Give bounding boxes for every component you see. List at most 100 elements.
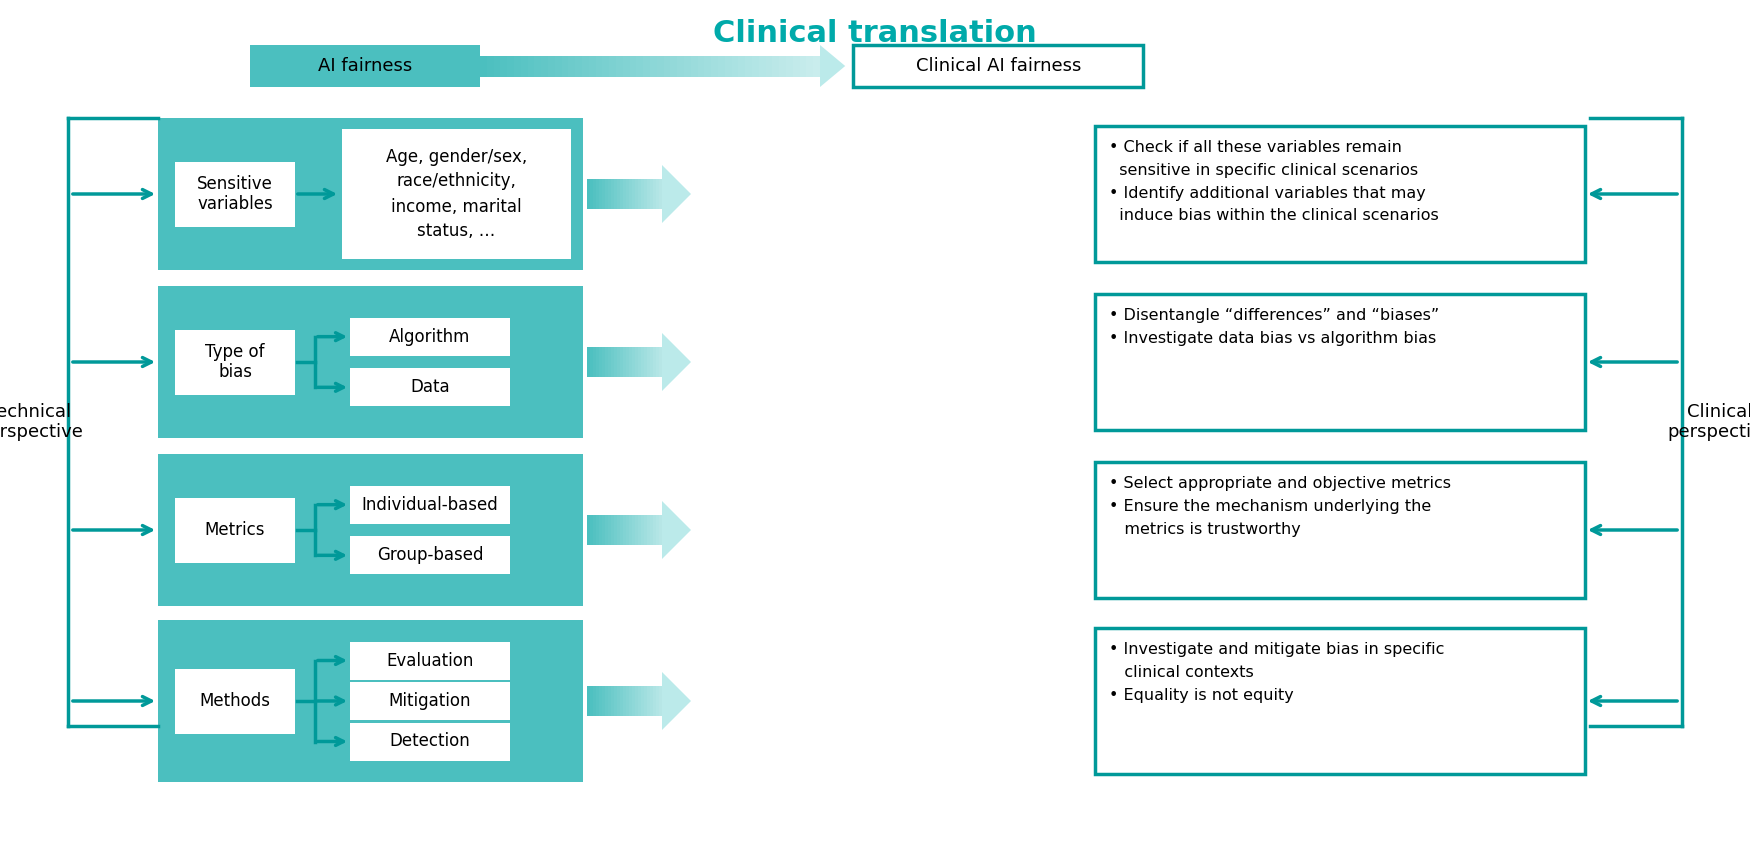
Polygon shape [662,672,691,730]
Bar [660,347,663,377]
Bar [175,329,296,394]
Bar [800,56,807,77]
Bar [635,179,639,209]
Bar [670,56,679,77]
Bar [653,179,656,209]
Bar [534,56,542,77]
Bar [175,497,296,562]
Text: • Select appropriate and objective metrics
• Ensure the mechanism underlying the: • Select appropriate and objective metri… [1110,476,1451,537]
Bar [705,56,712,77]
Bar [548,56,556,77]
Bar [350,682,509,720]
Bar [660,515,663,545]
Bar [598,179,604,209]
Bar [684,56,691,77]
Bar [793,56,800,77]
Bar [607,179,612,209]
Bar [175,161,296,226]
Bar [640,347,646,377]
Text: Clinical AI fairness: Clinical AI fairness [915,57,1082,75]
Bar [158,620,583,782]
Bar [626,347,630,377]
Bar [350,641,509,679]
Bar [660,686,663,716]
Bar [698,56,705,77]
Bar [644,686,648,716]
Text: Mitigation: Mitigation [388,692,471,710]
Bar [602,686,606,716]
Bar [623,179,626,209]
Bar [648,179,651,209]
Bar [640,179,646,209]
Bar [738,56,746,77]
Bar [598,515,604,545]
Bar [649,515,654,545]
Bar [628,515,634,545]
Text: AI fairness: AI fairness [318,57,413,75]
Polygon shape [662,501,691,559]
Bar [569,56,576,77]
Bar [597,515,600,545]
Bar [590,686,593,716]
Bar [595,56,604,77]
Text: • Investigate and mitigate bias in specific
   clinical contexts
• Equality is n: • Investigate and mitigate bias in speci… [1110,642,1444,702]
Bar [607,686,612,716]
Bar [628,347,634,377]
Bar [175,668,296,733]
Bar [616,56,623,77]
Bar [710,56,719,77]
Bar [588,56,597,77]
Bar [606,347,609,377]
Bar [602,56,611,77]
Text: Detection: Detection [390,733,471,750]
Text: • Check if all these variables remain
  sensitive in specific clinical scenarios: • Check if all these variables remain se… [1110,140,1438,224]
Bar [1096,628,1586,774]
Bar [590,179,593,209]
Bar [350,722,509,760]
Bar [606,515,609,545]
Bar [609,56,618,77]
Bar [620,515,625,545]
Bar [746,56,752,77]
Bar [598,686,604,716]
Bar [586,179,592,209]
Bar [522,56,528,77]
Bar [653,347,656,377]
Bar [611,686,614,716]
Bar [602,515,606,545]
Bar [623,686,626,716]
Bar [620,179,625,209]
Bar [626,686,630,716]
Bar [618,179,621,209]
Bar [635,515,639,545]
Bar [350,368,509,406]
Bar [350,317,509,355]
Text: Group-based: Group-based [376,546,483,565]
Bar [341,129,570,259]
Bar [620,347,625,377]
Bar [618,686,621,716]
Bar [649,347,654,377]
Bar [1096,126,1586,262]
Text: Sensitive
variables: Sensitive variables [198,175,273,214]
Text: Technical
perspective: Technical perspective [0,403,82,441]
Bar [590,515,593,545]
Bar [602,347,606,377]
Bar [724,56,733,77]
Text: Age, gender/sex,
race/ethnicity,
income, marital
status, …: Age, gender/sex, race/ethnicity, income,… [387,148,527,241]
Bar [656,347,660,377]
Bar [656,56,665,77]
Bar [593,179,597,209]
Bar [493,56,502,77]
Bar [628,686,634,716]
Bar [250,45,480,87]
Bar [480,56,488,77]
Bar [649,686,654,716]
Text: Clinical translation: Clinical translation [714,19,1036,48]
Polygon shape [821,45,845,87]
Bar [590,347,593,377]
Bar [772,56,780,77]
Bar [614,347,618,377]
Bar [614,515,618,545]
Bar [500,56,507,77]
